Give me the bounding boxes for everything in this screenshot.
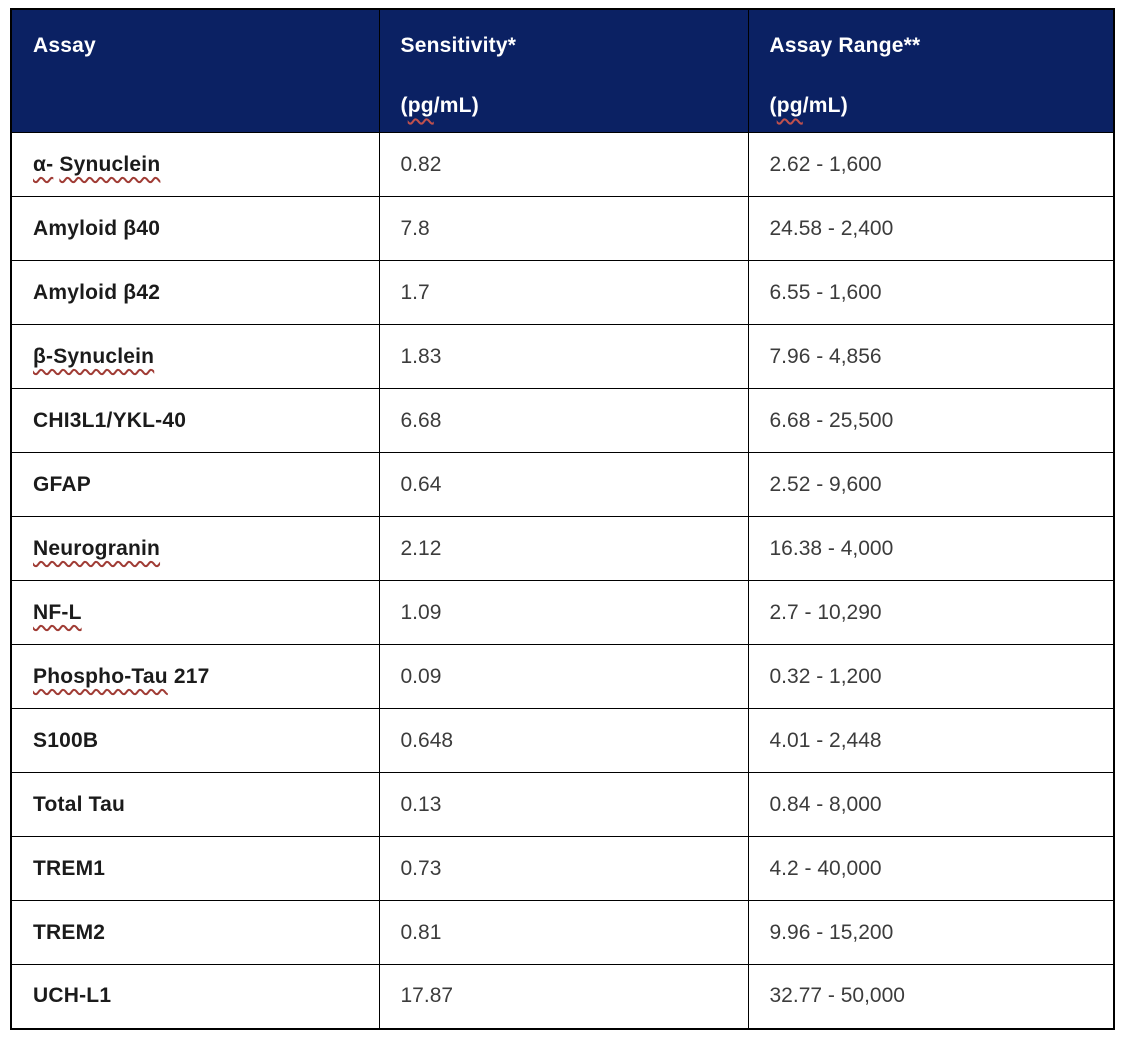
column-header-assay: Assay	[10, 8, 380, 133]
assay-range-cell: 0.84 - 8,000	[747, 772, 1115, 837]
assay-word: GFAP	[33, 472, 91, 496]
assay-word: S100B	[33, 728, 99, 752]
sensitivity-cell: 0.09	[378, 644, 749, 709]
header-unit-assay-range: (pg/mL)	[770, 92, 1104, 120]
unit-rest: /mL)	[802, 94, 848, 117]
assay-word: 217	[173, 664, 210, 688]
assay-name-cell: S100B	[10, 708, 380, 773]
assay-range-cell: 32.77 - 50,000	[747, 964, 1115, 1029]
sensitivity-cell: 6.68	[378, 388, 749, 453]
assay-name-cell: Total Tau	[10, 772, 380, 837]
sensitivity-cell: 7.8	[378, 196, 749, 261]
assay-name-cell: Phospho-Tau 217	[10, 644, 380, 709]
assay-range-cell: 16.38 - 4,000	[747, 516, 1115, 581]
assay-name-cell: TREM2	[10, 900, 380, 965]
misspelled-word: α-	[33, 152, 54, 176]
unit-open: (	[400, 94, 408, 117]
misspelled-word: Phospho-Tau	[33, 664, 168, 688]
assay-range-cell: 24.58 - 2,400	[747, 196, 1115, 261]
assay-range-cell: 4.01 - 2,448	[747, 708, 1115, 773]
table-row: Total Tau 0.13 0.84 - 8,000	[10, 772, 1115, 837]
assay-name-cell: TREM1	[10, 836, 380, 901]
table-header: Assay Sensitivity* (pg/mL) Assay Range**…	[10, 8, 1115, 133]
sensitivity-cell: 0.82	[378, 132, 749, 197]
assay-name-cell: β-Synuclein	[10, 324, 380, 389]
assay-range-cell: 4.2 - 40,000	[747, 836, 1115, 901]
assay-range-cell: 6.55 - 1,600	[747, 260, 1115, 325]
assay-range-cell: 9.96 - 15,200	[747, 900, 1115, 965]
misspelled-word: Synuclein	[59, 152, 161, 176]
assay-name-cell: Neurogranin	[10, 516, 380, 581]
table-row: S100B 0.648 4.01 - 2,448	[10, 708, 1115, 773]
sensitivity-cell: 0.648	[378, 708, 749, 773]
header-row: Assay Sensitivity* (pg/mL) Assay Range**…	[10, 8, 1115, 133]
assay-range-cell: 0.32 - 1,200	[747, 644, 1115, 709]
assay-name-cell: CHI3L1/YKL-40	[10, 388, 380, 453]
assay-name-cell: UCH-L1	[10, 964, 380, 1029]
table-row: α- Synuclein 0.82 2.62 - 1,600	[10, 132, 1115, 197]
sensitivity-cell: 2.12	[378, 516, 749, 581]
assay-word: β40	[123, 216, 161, 240]
assay-word: β42	[123, 280, 161, 304]
sensitivity-cell: 0.73	[378, 836, 749, 901]
table-row: β-Synuclein 1.83 7.96 - 4,856	[10, 324, 1115, 389]
sensitivity-cell: 0.13	[378, 772, 749, 837]
table-row: TREM2 0.81 9.96 - 15,200	[10, 900, 1115, 965]
sensitivity-cell: 1.83	[378, 324, 749, 389]
table-row: Amyloid β40 7.8 24.58 - 2,400	[10, 196, 1115, 261]
sensitivity-cell: 17.87	[378, 964, 749, 1029]
assay-range-cell: 6.68 - 25,500	[747, 388, 1115, 453]
misspelled-word: β-Synuclein	[33, 344, 155, 368]
unit-rest: /mL)	[433, 94, 479, 117]
table-row: NF-L 1.09 2.7 - 10,290	[10, 580, 1115, 645]
assay-range-cell: 7.96 - 4,856	[747, 324, 1115, 389]
header-unit-sensitivity: (pg/mL)	[401, 92, 738, 120]
table-row: TREM1 0.73 4.2 - 40,000	[10, 836, 1115, 901]
assay-name-cell: α- Synuclein	[10, 132, 380, 197]
table-row: GFAP 0.64 2.52 - 9,600	[10, 452, 1115, 517]
assay-range-cell: 2.62 - 1,600	[747, 132, 1115, 197]
assay-name-cell: Amyloid β42	[10, 260, 380, 325]
misspelled-word: pg	[776, 94, 803, 117]
assay-table-body: α- Synuclein 0.82 2.62 - 1,600 Amyloid β40 7…	[10, 132, 1115, 1029]
assay-word: CHI3L1/YKL-40	[33, 408, 187, 432]
header-label-sensitivity: Sensitivity*	[400, 34, 517, 57]
assay-word: TREM2	[33, 920, 106, 944]
assay-word: Amyloid	[33, 216, 118, 240]
table-row: Amyloid β42 1.7 6.55 - 1,600	[10, 260, 1115, 325]
column-header-assay-range: Assay Range** (pg/mL)	[747, 8, 1115, 133]
assay-range-cell: 2.52 - 9,600	[747, 452, 1115, 517]
assay-word: Tau	[88, 792, 126, 816]
assay-range-cell: 2.7 - 10,290	[747, 580, 1115, 645]
unit-open: (	[769, 94, 777, 117]
header-label-assay: Assay	[33, 34, 96, 57]
column-header-sensitivity: Sensitivity* (pg/mL)	[378, 8, 749, 133]
assay-word: UCH-L1	[33, 984, 112, 1008]
assay-word: TREM1	[33, 856, 106, 880]
misspelled-word: Neurogranin	[33, 536, 161, 560]
table-row: Phospho-Tau 217 0.09 0.32 - 1,200	[10, 644, 1115, 709]
assay-name-cell: Amyloid β40	[10, 196, 380, 261]
header-label-assay-range: Assay Range**	[769, 34, 921, 57]
assay-table: Assay Sensitivity* (pg/mL) Assay Range**…	[10, 8, 1115, 1030]
sensitivity-cell: 0.64	[378, 452, 749, 517]
assay-word: Total	[33, 792, 83, 816]
assay-name-cell: GFAP	[10, 452, 380, 517]
sensitivity-cell: 1.7	[378, 260, 749, 325]
sensitivity-cell: 1.09	[378, 580, 749, 645]
assay-name-cell: NF-L	[10, 580, 380, 645]
table-row: UCH-L1 17.87 32.77 - 50,000	[10, 964, 1115, 1029]
table-row: Neurogranin 2.12 16.38 - 4,000	[10, 516, 1115, 581]
table-row: CHI3L1/YKL-40 6.68 6.68 - 25,500	[10, 388, 1115, 453]
misspelled-word: pg	[407, 94, 434, 117]
sensitivity-cell: 0.81	[378, 900, 749, 965]
misspelled-word: NF-L	[33, 600, 82, 624]
assay-word: Amyloid	[33, 280, 118, 304]
